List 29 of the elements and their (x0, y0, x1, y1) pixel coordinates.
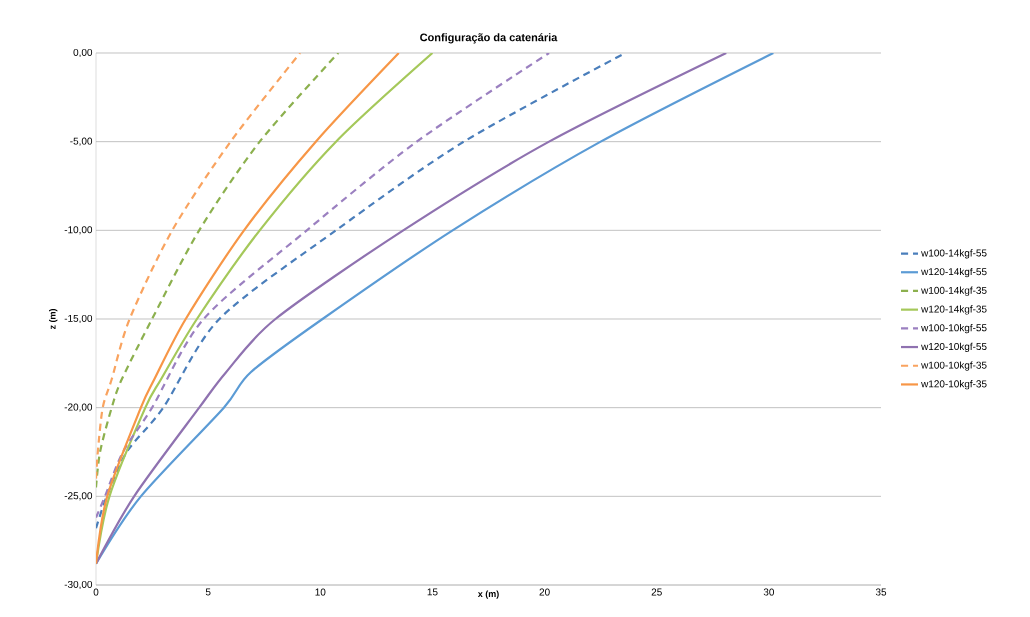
legend-label: w120-10kgf-35 (921, 380, 987, 390)
y-tick-label: 0,00 (73, 48, 93, 58)
chart-title: Configuração da catenária (420, 33, 558, 44)
x-tick-label: 35 (875, 588, 887, 596)
line-series (96, 52, 302, 480)
x-tick-label: 5 (205, 588, 211, 596)
legend-label: w100-14kgf-35 (921, 286, 987, 296)
legend-label: w100-10kgf-55 (921, 323, 987, 334)
y-tick-label: -20,00 (64, 403, 93, 412)
y-tick-label: -30,00 (64, 580, 93, 590)
y-axis-title: z (m) (49, 308, 58, 330)
x-tick-label: 0 (93, 588, 99, 596)
x-tick-label: 15 (427, 588, 438, 596)
legend-label: w100-14kgf-55 (921, 249, 987, 259)
legend-label: w120-14kgf-35 (921, 305, 987, 315)
x-tick-label: 25 (651, 588, 662, 596)
legend-label: w100-10kgf-35 (921, 361, 987, 371)
line-series (96, 52, 551, 519)
x-tick-label: 20 (539, 588, 550, 596)
x-tick-label: 30 (763, 588, 775, 596)
x-axis-title: x (m) (477, 590, 499, 599)
y-tick-label: -25,00 (64, 492, 93, 501)
line-series (96, 52, 340, 489)
x-tick-label: 10 (315, 588, 326, 596)
y-tick-label: -15,00 (64, 314, 93, 324)
y-tick-label: -5,00 (70, 137, 93, 146)
legend-label: w120-14kgf-55 (921, 267, 987, 278)
y-tick-label: -10,00 (64, 226, 93, 235)
legend-label: w120-10kgf-55 (921, 342, 987, 352)
